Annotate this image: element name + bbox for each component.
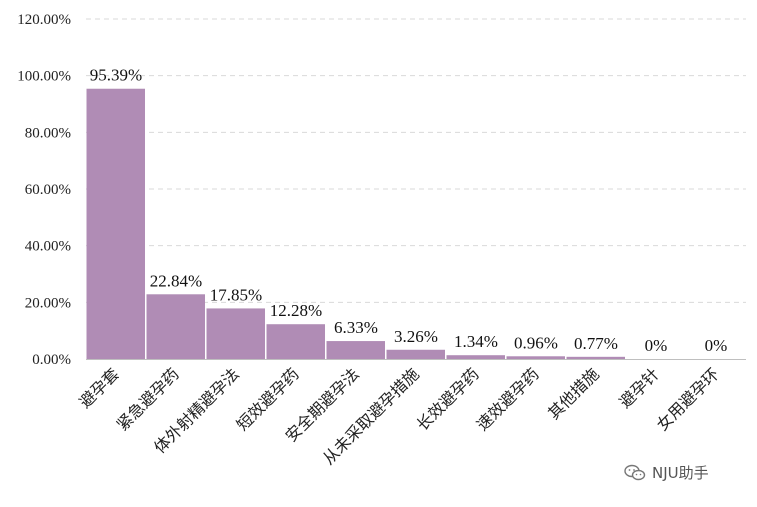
category-labels: 避孕套紧急避孕药体外射精避孕法短效避孕药安全期避孕法从未采取避孕措施长效避孕药速… [75, 364, 722, 468]
bar [506, 356, 565, 359]
category-label: 长效避孕药 [413, 364, 483, 434]
category-label: 女用避孕环 [653, 364, 723, 434]
category-label: 速效避孕药 [473, 364, 543, 434]
data-label: 17.85% [210, 285, 262, 304]
bars [86, 88, 625, 359]
watermark-text: NJU助手 [652, 464, 709, 482]
bar [266, 324, 325, 359]
y-tick-label: 40.00% [25, 239, 71, 255]
bar [386, 349, 445, 359]
bar [146, 294, 205, 359]
data-label: 0.96% [514, 333, 558, 352]
y-tick-label: 80.00% [25, 125, 71, 141]
data-labels: 95.39% 22.84% 17.85% 12.28% 6.33% 3.26% 1.34% 0… [90, 66, 728, 355]
data-label: 22.84% [150, 271, 202, 290]
category-label: 避孕针 [615, 364, 662, 411]
y-tick-label: 60.00% [25, 182, 71, 198]
data-label: 0% [645, 336, 668, 355]
y-axis-ticks: 0.00% 20.00% 40.00% 60.00% 80.00% 100.00% 120.… [17, 12, 71, 368]
data-label: 12.28% [270, 301, 322, 320]
data-label: 1.34% [454, 332, 498, 351]
y-tick-label: 120.00% [17, 12, 71, 28]
category-label: 避孕套 [75, 364, 122, 411]
bar [446, 355, 505, 359]
bar [566, 356, 625, 359]
data-label: 6.33% [334, 318, 378, 337]
y-tick-label: 0.00% [32, 352, 71, 368]
data-label: 3.26% [394, 327, 438, 346]
y-tick-label: 100.00% [17, 69, 71, 85]
y-tick-label: 20.00% [25, 295, 71, 311]
watermark: NJU助手 [624, 462, 709, 483]
category-label: 其他措施 [544, 364, 603, 423]
bar [326, 341, 385, 359]
bar [86, 88, 145, 359]
wechat-icon [624, 464, 646, 480]
data-label: 0.77% [574, 334, 618, 353]
data-label: 0% [705, 336, 728, 355]
data-label: 95.39% [90, 66, 142, 85]
bar [206, 308, 265, 359]
gridlines [86, 18, 746, 303]
